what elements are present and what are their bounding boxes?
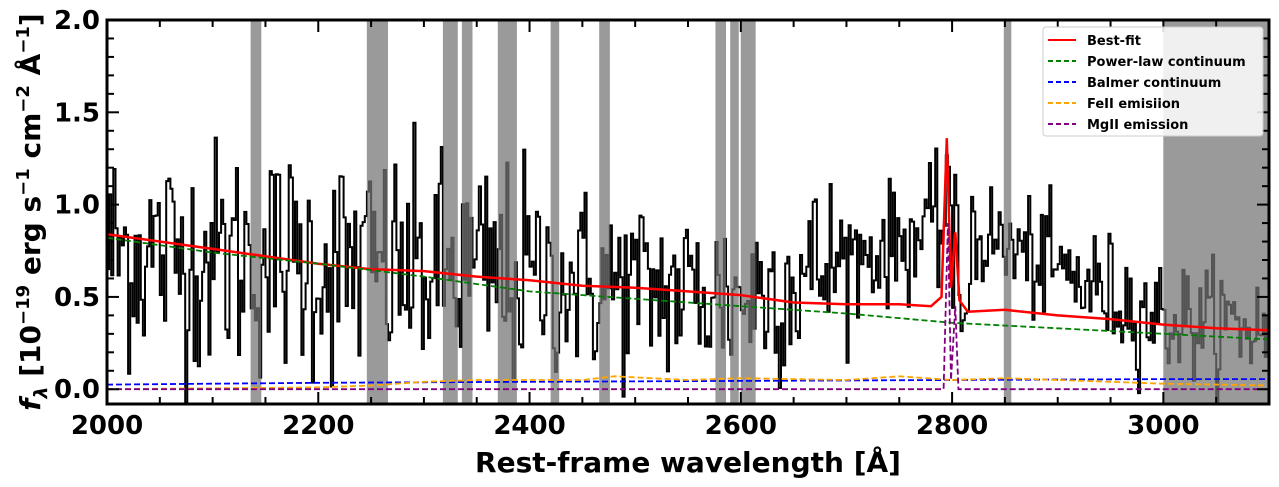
x-tick-label: 3000 [1127, 411, 1199, 441]
legend-label: FeII emisiion [1087, 97, 1180, 112]
y-tick-label: 0.0 [54, 375, 100, 405]
legend-box [1042, 26, 1264, 137]
y-label-exp1: −19 [13, 285, 34, 325]
x-tick-label: 2000 [71, 411, 143, 441]
masked-overlay [740, 20, 756, 404]
masked-overlay [550, 20, 560, 404]
y-tick-labels: 0.0 0.5 1.0 1.5 2.0 [54, 6, 100, 405]
x-tick-label: 2800 [916, 411, 988, 441]
masked-overlay [599, 20, 610, 404]
y-tick-label: 1.0 [54, 191, 100, 221]
x-tick-labels: 2000 2200 2400 2600 2800 3000 [71, 411, 1200, 441]
legend-label: Balmer continuum [1087, 76, 1221, 91]
y-label-f: f [14, 395, 47, 411]
y-label-open: [10 [14, 325, 47, 387]
y-label-exp2: −1 [13, 168, 34, 196]
series-best-fit [107, 138, 1269, 332]
y-label-exp4: −1 [13, 26, 34, 54]
series-balmer-continuum [107, 378, 1269, 386]
masked-overlay [442, 20, 458, 404]
x-axis-label: Rest-frame wavelength [Å] [475, 445, 901, 479]
y-tick-label: 0.5 [54, 283, 100, 313]
masked-overlay [715, 20, 727, 404]
y-label-cm: cm [14, 113, 47, 169]
y-label-exp3: −2 [13, 85, 34, 113]
series-feii-emisiion [107, 375, 1269, 391]
series-power-law-continuum [107, 236, 1269, 341]
legend-label: Best-fit [1087, 34, 1141, 49]
masked-overlay [461, 20, 473, 404]
masked-overlay [730, 20, 739, 404]
y-label-sub: λ [30, 387, 52, 400]
y-label-close: ] [14, 13, 47, 26]
masked-overlay [1003, 20, 1012, 404]
y-axis-label: fλ [10−19 erg s−1 cm−2 Å−1] [13, 13, 52, 410]
series-mgii-emission [107, 223, 1269, 391]
x-tick-label: 2400 [493, 411, 565, 441]
x-tick-label: 2600 [705, 411, 777, 441]
y-tick-label: 1.5 [54, 98, 100, 128]
masked-overlay [497, 20, 517, 404]
masked-overlay [250, 20, 262, 404]
masked-overlay [366, 20, 388, 404]
x-tick-label: 2200 [282, 411, 354, 441]
legend-label: MgII emission [1087, 118, 1188, 133]
y-label-erg: erg s [14, 196, 47, 285]
y-label-ang: Å [13, 53, 47, 85]
plot-frame [105, 18, 1271, 406]
observed-spectrum-line [107, 121, 1269, 404]
legend-label: Power-law continuum [1087, 55, 1246, 70]
legend: Best-fit Power-law continuum Balmer contin… [1042, 26, 1264, 137]
y-tick-label: 2.0 [54, 6, 100, 36]
